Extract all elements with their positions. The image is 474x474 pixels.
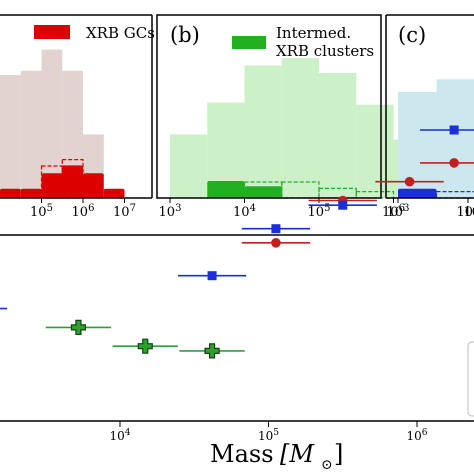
panel-a-legend-label: XRB GCs	[86, 24, 155, 42]
filled-bar	[0, 188, 21, 198]
x-tick-label: 104	[464, 203, 474, 220]
square-point	[207, 271, 217, 281]
filled-bar	[41, 173, 63, 198]
filled-bar	[83, 173, 104, 198]
background-bar	[170, 134, 208, 198]
x-tick-label: 104	[109, 428, 130, 443]
x-tick-label: 105	[30, 203, 53, 220]
filled-bar	[103, 188, 125, 198]
x-axis-label: Mass [M ⊙ ]	[210, 440, 343, 473]
x-axis-label-text: Mass	[210, 440, 274, 468]
filled-bar	[62, 165, 83, 198]
background-bar	[319, 72, 357, 198]
scatter-panel: 104 105 106 Mass [M ⊙ ]	[0, 125, 474, 473]
circle-point	[449, 158, 459, 168]
x-tick-label: 105	[308, 203, 331, 220]
x-tick-label: 106	[72, 203, 95, 220]
x-tick-label: 103	[387, 203, 410, 220]
x-tick-label: 106	[382, 203, 405, 220]
filled-bar	[398, 188, 437, 198]
x-tick-label: 107	[113, 203, 136, 220]
x-axis-unit-sub: ⊙	[321, 457, 333, 473]
circle-point	[404, 176, 415, 187]
histogram-panel-c: 103 104 (c)	[385, 14, 474, 220]
filled-bar	[207, 181, 245, 198]
filled-bar	[20, 188, 42, 198]
background-bar	[436, 79, 474, 198]
square-point	[338, 200, 348, 210]
x-axis-unit-open: [M	[280, 440, 315, 468]
panel-b-legend-line-1: Intermed.	[276, 24, 351, 42]
background-bar	[356, 104, 394, 198]
filled-bar	[244, 186, 282, 198]
legend-box-edge	[467, 341, 474, 417]
x-axis-unit-close: ]	[334, 440, 343, 468]
x-tick-label: 105	[258, 428, 279, 443]
background-bar	[41, 49, 63, 198]
background-bar	[244, 65, 282, 198]
background-bar	[398, 92, 437, 198]
square-point	[271, 224, 281, 234]
background-bar	[0, 75, 21, 198]
background-bar	[20, 70, 42, 198]
square-point	[449, 125, 459, 135]
plus-point	[70, 319, 87, 335]
x-tick-label: 103	[159, 203, 182, 220]
dashed-bar	[435, 191, 474, 199]
circle-point	[271, 238, 281, 248]
plus-point	[137, 338, 153, 354]
panel-b-legend-line-2: XRB clusters	[276, 42, 374, 60]
background-bar	[281, 58, 319, 198]
panel-a-legend-swatch	[34, 25, 70, 39]
panel-b-axes-frame	[156, 14, 382, 199]
panel-b-legend-swatch	[232, 36, 266, 49]
panel-b-label: (b)	[170, 23, 200, 47]
x-tick-label: 104	[233, 203, 256, 220]
panel-c-label: (c)	[398, 23, 426, 47]
histogram-panel-a: 105 106 107 XRB GCs	[0, 14, 155, 220]
x-tick-label: 106	[406, 428, 427, 443]
plus-point	[204, 343, 220, 359]
